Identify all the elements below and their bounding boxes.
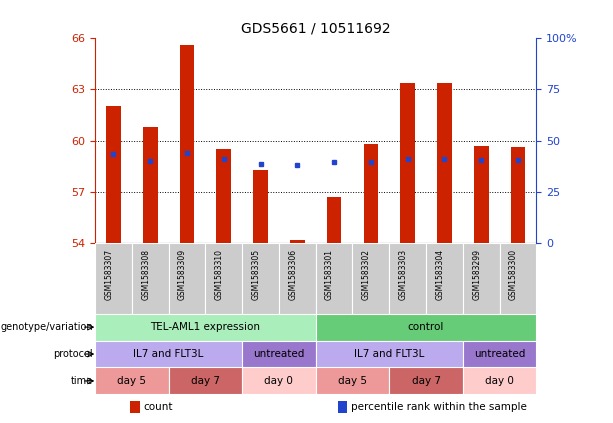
Text: untreated: untreated [474, 349, 525, 359]
Bar [169, 368, 242, 394]
Bar [131, 401, 140, 413]
Bar [316, 314, 536, 341]
Text: GSM1583309: GSM1583309 [178, 249, 187, 300]
Text: GSM1583306: GSM1583306 [288, 249, 297, 300]
Bar [169, 243, 205, 314]
Bar [316, 368, 389, 394]
Text: percentile rank within the sample: percentile rank within the sample [351, 401, 527, 412]
Bar [95, 341, 242, 368]
Text: control: control [408, 322, 444, 332]
Bar [216, 149, 231, 243]
Text: GSM1583310: GSM1583310 [215, 249, 224, 300]
Text: day 0: day 0 [485, 376, 514, 386]
Bar [389, 243, 426, 314]
Bar [95, 368, 169, 394]
Bar [205, 243, 242, 314]
Bar [463, 368, 536, 394]
Bar [511, 148, 525, 243]
Bar [279, 243, 316, 314]
Text: TEL-AML1 expression: TEL-AML1 expression [150, 322, 261, 332]
Bar [180, 45, 194, 243]
Text: untreated: untreated [253, 349, 305, 359]
Bar [364, 144, 378, 243]
Bar [316, 341, 463, 368]
Text: GSM1583307: GSM1583307 [104, 249, 113, 300]
Text: IL7 and FLT3L: IL7 and FLT3L [134, 349, 204, 359]
Bar [95, 243, 132, 314]
Bar [106, 107, 121, 243]
Text: GSM1583304: GSM1583304 [435, 249, 444, 300]
Bar [242, 368, 316, 394]
Bar [242, 243, 279, 314]
Bar [316, 243, 352, 314]
Bar [463, 341, 536, 368]
Bar [500, 243, 536, 314]
Bar [338, 401, 348, 413]
Bar [242, 341, 316, 368]
Text: day 0: day 0 [264, 376, 294, 386]
Text: GSM1583301: GSM1583301 [325, 249, 334, 300]
Text: GSM1583302: GSM1583302 [362, 249, 371, 300]
Text: count: count [143, 401, 173, 412]
Bar [352, 243, 389, 314]
Bar [95, 314, 316, 341]
Bar [389, 368, 463, 394]
Text: genotype/variation: genotype/variation [0, 322, 93, 332]
Text: day 5: day 5 [338, 376, 367, 386]
Bar [400, 82, 415, 243]
Title: GDS5661 / 10511692: GDS5661 / 10511692 [241, 22, 390, 36]
Bar [474, 146, 489, 243]
Bar [426, 243, 463, 314]
Text: IL7 and FLT3L: IL7 and FLT3L [354, 349, 424, 359]
Text: protocol: protocol [53, 349, 93, 359]
Bar [290, 240, 305, 243]
Text: day 7: day 7 [411, 376, 441, 386]
Text: GSM1583300: GSM1583300 [509, 249, 518, 300]
Text: GSM1583303: GSM1583303 [398, 249, 408, 300]
Text: GSM1583299: GSM1583299 [472, 249, 481, 300]
Text: day 7: day 7 [191, 376, 220, 386]
Bar [463, 243, 500, 314]
Bar [327, 197, 341, 243]
Text: GSM1583305: GSM1583305 [251, 249, 261, 300]
Bar [253, 170, 268, 243]
Text: GSM1583308: GSM1583308 [141, 249, 150, 300]
Text: time: time [70, 376, 93, 386]
Bar [143, 127, 158, 243]
Text: day 5: day 5 [117, 376, 147, 386]
Bar [437, 82, 452, 243]
Bar [132, 243, 169, 314]
